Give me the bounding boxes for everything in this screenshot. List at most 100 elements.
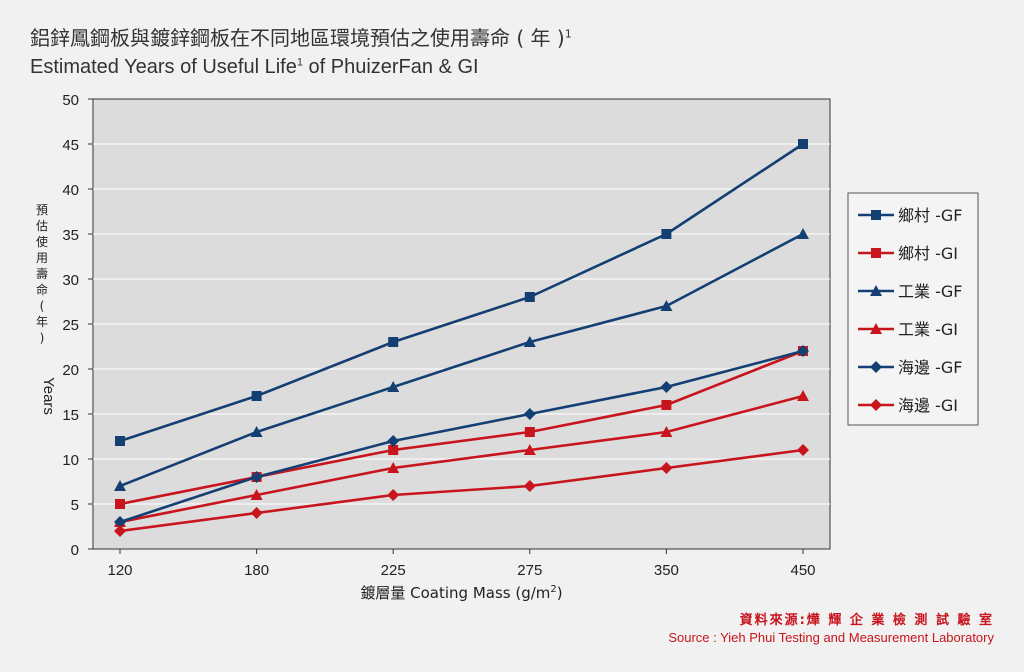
series-4 (114, 345, 809, 528)
data-point (797, 345, 809, 357)
data-point (797, 390, 809, 401)
data-point (388, 337, 399, 347)
chart-title-en: Estimated Years of Useful Life1 of Phuiz… (30, 56, 479, 78)
y-tick-label: 20 (62, 362, 79, 379)
series-line (119, 448, 804, 533)
y-tick-label: 35 (62, 227, 79, 244)
data-point (250, 471, 263, 483)
data-point (387, 435, 400, 447)
data-point (523, 480, 536, 492)
series-line (119, 232, 804, 488)
y-axis-label-char: 年 (36, 315, 48, 329)
chart-title-zh: 鋁鋅鳳鋼板與鍍鋅鋼板在不同地區環境預估之使用壽命 ( 年 )1 (30, 26, 572, 50)
x-tick-label: 225 (381, 562, 406, 579)
data-point (387, 381, 400, 392)
data-point (523, 408, 536, 420)
data-point (251, 391, 262, 401)
data-point (798, 139, 808, 149)
y-tick-label: 40 (62, 182, 79, 199)
data-point (250, 426, 263, 437)
series-2 (114, 228, 809, 491)
title-footnote-marker-en: 1 (296, 56, 303, 69)
legend-marker (870, 323, 882, 334)
y-tick-label: 10 (62, 452, 79, 469)
data-point (660, 462, 673, 474)
data-point (388, 445, 399, 455)
legend-item: 海邊 -GF (858, 358, 962, 377)
y-axis-label-char: ) (40, 331, 45, 345)
legend-marker (871, 248, 881, 258)
data-point (523, 444, 536, 455)
y-tick-label: 15 (62, 407, 79, 424)
data-point (660, 426, 673, 437)
series-5 (114, 444, 809, 537)
y-axis-label-en: Years (40, 377, 57, 415)
data-point (115, 499, 125, 509)
x-tick-label: 275 (517, 562, 542, 579)
legend-marker (871, 210, 881, 220)
source-note: 資料來源:燁 輝 企 業 檢 測 試 驗 室 Source : Yieh Phu… (668, 612, 994, 646)
data-point (661, 229, 672, 239)
legend-item: 工業 -GF (858, 282, 962, 301)
x-tick-label: 180 (244, 562, 269, 579)
data-point (524, 292, 535, 302)
legend-item: 海邊 -GI (858, 396, 958, 415)
x-tick-label: 120 (107, 562, 132, 579)
series-0 (115, 139, 808, 446)
x-axis-label: 鍍層量 Coating Mass (g/m2) (360, 584, 562, 602)
y-axis-label-char: 命 (36, 282, 48, 297)
legend: 鄉村 -GF 鄉村 -GI 工業 -GF 工業 -GI 海邊 -GF 海邊 -GI (847, 192, 979, 426)
y-axis-label-char: 預 (36, 203, 48, 217)
data-point (114, 480, 126, 491)
x-tick-label: 450 (790, 562, 815, 579)
y-axis-label-char: 使 (36, 234, 48, 249)
legend-marker (870, 399, 882, 411)
series-line (119, 349, 804, 524)
source-zh: 資料來源:燁 輝 企 業 檢 測 試 驗 室 (739, 613, 994, 628)
legend-label: 海邊 -GF (898, 358, 962, 377)
title-footnote-marker: 1 (564, 27, 572, 41)
data-point (387, 462, 400, 473)
y-tick-label: 45 (62, 137, 79, 154)
data-point (797, 444, 809, 456)
data-point (523, 336, 536, 347)
data-point (387, 489, 400, 501)
data-point (250, 489, 263, 500)
y-tick-label: 0 (71, 542, 79, 559)
y-tick-label: 25 (62, 317, 79, 334)
source-en: Source : Yieh Phui Testing and Measureme… (668, 630, 994, 645)
legend-label: 工業 -GF (898, 282, 962, 301)
data-point (660, 300, 673, 311)
y-axis-label-char: ( (40, 299, 45, 313)
data-point (661, 400, 672, 410)
legend-marker (870, 285, 882, 296)
data-point (797, 228, 809, 239)
data-point (660, 381, 673, 393)
data-point (114, 516, 126, 528)
series-line (119, 142, 804, 443)
series-line (119, 349, 804, 506)
legend-item: 鄉村 -GF (858, 206, 962, 225)
y-tick-label: 30 (62, 272, 79, 289)
data-point (250, 507, 263, 519)
y-axis-label-char: 用 (36, 251, 48, 265)
legend-label: 鄉村 -GI (898, 244, 958, 263)
legend-box (847, 192, 979, 426)
y-tick-label: 5 (71, 497, 79, 514)
x-tick-label: 350 (654, 562, 679, 579)
data-point (115, 436, 125, 446)
legend-label: 海邊 -GI (898, 396, 958, 415)
data-point (524, 427, 535, 437)
legend-label: 工業 -GI (898, 320, 958, 339)
data-point (114, 525, 126, 537)
legend-marker (870, 361, 882, 373)
y-tick-label: 50 (62, 92, 79, 109)
y-axis-label-char: 估 (36, 219, 48, 233)
legend-item: 鄉村 -GI (858, 244, 958, 263)
series-line (119, 394, 804, 524)
y-axis-label-char: 壽 (36, 266, 48, 281)
legend-item: 工業 -GI (858, 320, 958, 339)
legend-label: 鄉村 -GF (898, 206, 962, 225)
